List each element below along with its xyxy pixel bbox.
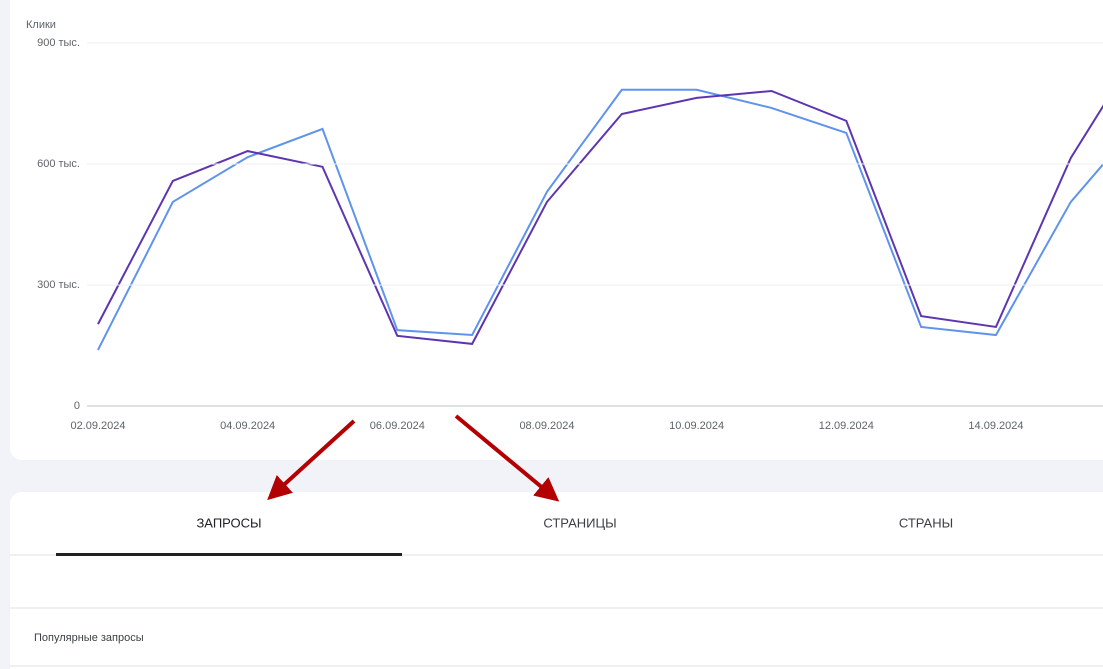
x-tick-label: 08.09.2024 <box>519 420 574 432</box>
x-tick-label: 12.09.2024 <box>819 420 874 432</box>
x-tick-label: 04.09.2024 <box>220 420 275 432</box>
series-line <box>97 89 1103 345</box>
active-tab-indicator <box>56 553 402 556</box>
tab[interactable]: ЗАПРОСЫ <box>196 515 261 530</box>
series-line <box>97 88 1103 351</box>
x-tick-label: 02.09.2024 <box>70 420 125 432</box>
table-header: Популярные запросы <box>34 632 144 644</box>
tab[interactable]: СТРАНИЦЫ <box>543 515 616 530</box>
y-tick-label: 0 <box>74 400 80 412</box>
tabs-card <box>10 492 1103 669</box>
x-tick-label: 10.09.2024 <box>669 420 724 432</box>
x-tick-label: 14.09.2024 <box>968 420 1023 432</box>
tab[interactable]: СТРАНЫ <box>899 515 953 530</box>
y-tick-label: 600 тыс. <box>37 158 80 170</box>
chart-card <box>10 0 1103 460</box>
y-tick-label: 300 тыс. <box>37 279 80 291</box>
y-axis-label: Клики <box>26 19 56 31</box>
arrow <box>454 414 560 502</box>
arrow <box>267 419 356 501</box>
y-tick-label: 900 тыс. <box>37 37 80 49</box>
x-tick-label: 06.09.2024 <box>370 420 425 432</box>
